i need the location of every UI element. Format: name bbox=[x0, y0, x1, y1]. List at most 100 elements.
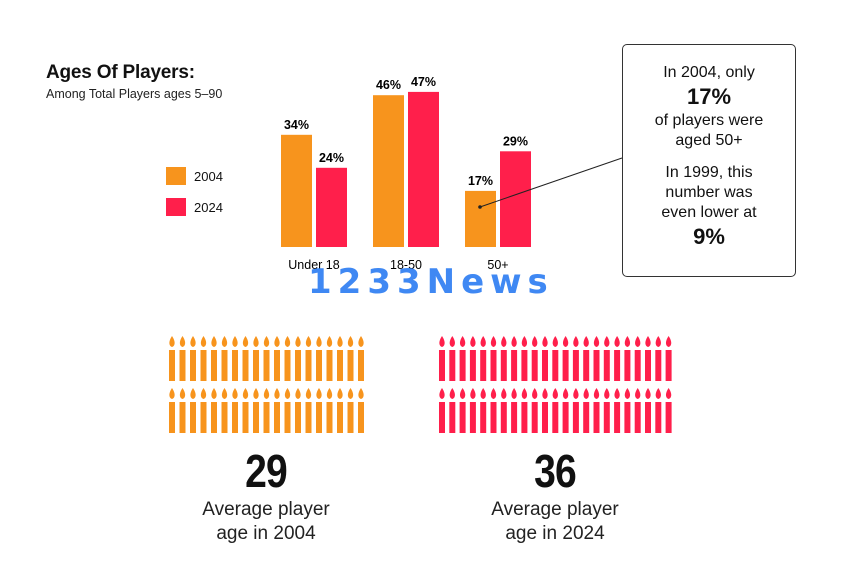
average-age-2004-label: Average player age in 2004 bbox=[156, 498, 376, 546]
average-label-line: Average player bbox=[202, 499, 330, 520]
bar-value-label: 47% bbox=[411, 75, 436, 89]
candle-icon bbox=[459, 336, 466, 381]
category-label: Under 18 bbox=[288, 258, 339, 272]
candle-icon bbox=[326, 336, 333, 381]
candle-icon bbox=[531, 336, 538, 381]
bar-2024-1 bbox=[408, 91, 439, 248]
candle-icon bbox=[337, 336, 343, 381]
average-label-line: age in 2004 bbox=[216, 523, 316, 544]
candle-icon bbox=[531, 388, 538, 433]
candle-icon bbox=[469, 388, 476, 433]
average-age-2004-value: 29 bbox=[245, 445, 288, 497]
bar-2004-0 bbox=[281, 134, 312, 247]
candle-icon bbox=[253, 388, 259, 433]
candle-icon bbox=[645, 388, 651, 433]
candle-icon bbox=[603, 336, 610, 381]
bar-value-label: 24% bbox=[319, 151, 344, 165]
candle-icon bbox=[655, 388, 662, 433]
candle-icon bbox=[542, 336, 548, 381]
bar-2024-2 bbox=[500, 151, 531, 247]
candle-icon bbox=[179, 388, 186, 433]
candle-icon bbox=[274, 336, 280, 381]
candle-icon bbox=[562, 336, 569, 381]
candle-icon bbox=[305, 336, 312, 381]
candle-icon bbox=[284, 336, 291, 381]
callout-line: aged 50+ bbox=[675, 132, 743, 149]
watermark: 1233News bbox=[308, 262, 554, 302]
callout-dot bbox=[478, 205, 482, 209]
average-age-2024-label: Average player age in 2024 bbox=[445, 498, 665, 546]
candle-icon bbox=[221, 388, 228, 433]
candle-icon bbox=[593, 336, 600, 381]
candle-icon bbox=[295, 336, 301, 381]
candle-icon bbox=[614, 336, 621, 381]
callout-highlight: 17% bbox=[686, 84, 732, 109]
bar-2024-0 bbox=[316, 167, 347, 247]
candle-icon bbox=[542, 388, 548, 433]
candle-icon bbox=[500, 336, 507, 381]
candle-icon bbox=[326, 388, 333, 433]
candle-icon bbox=[480, 336, 487, 381]
candle-icon bbox=[263, 336, 270, 381]
candle-icon bbox=[190, 336, 196, 381]
candle-icon bbox=[347, 336, 354, 381]
candle-icon bbox=[480, 388, 487, 433]
candle-icon bbox=[242, 388, 249, 433]
candle-icon bbox=[358, 336, 364, 381]
candles-2004-icon bbox=[169, 336, 364, 433]
chart-title: Ages Of Players: bbox=[46, 62, 195, 83]
candle-icon bbox=[200, 336, 207, 381]
callout-line: of players were bbox=[654, 112, 764, 129]
candle-icon bbox=[179, 336, 186, 381]
bar-value-label: 46% bbox=[376, 78, 401, 92]
candle-icon bbox=[634, 336, 641, 381]
average-age-2024-value: 36 bbox=[534, 445, 577, 497]
candle-icon bbox=[593, 388, 600, 433]
callout-line: even lower at bbox=[661, 204, 757, 221]
legend-label-2004: 2004 bbox=[194, 168, 223, 184]
candle-icon bbox=[253, 336, 259, 381]
candle-icon bbox=[316, 336, 322, 381]
bar-chart: 34% 46% 17% 24% 47% 29% Under 18 18-50 50+ bbox=[281, 75, 623, 272]
candle-icon bbox=[521, 336, 528, 381]
candle-icon bbox=[200, 388, 207, 433]
legend-label-2024: 2024 bbox=[194, 199, 223, 215]
candle-icon bbox=[562, 388, 569, 433]
category-label: 18-50 bbox=[390, 258, 422, 272]
legend-item-2024: 2024 bbox=[166, 198, 223, 216]
candle-icon bbox=[490, 336, 497, 381]
bar-value-label: 34% bbox=[284, 118, 309, 132]
candle-icon bbox=[469, 336, 476, 381]
candle-icon bbox=[439, 388, 445, 433]
chart-subtitle: Among Total Players ages 5–90 bbox=[46, 87, 223, 101]
average-label-line: Average player bbox=[491, 499, 619, 520]
callout-line: In 2004, only bbox=[663, 64, 755, 81]
candle-icon bbox=[211, 388, 217, 433]
candle-icon bbox=[449, 336, 456, 381]
legend-swatch-2024 bbox=[166, 198, 186, 216]
candle-icon bbox=[665, 336, 672, 381]
callout-highlight: 9% bbox=[693, 224, 725, 249]
candle-icon bbox=[449, 388, 456, 433]
candle-icon bbox=[645, 336, 651, 381]
candle-icon bbox=[358, 388, 364, 433]
candle-icon bbox=[552, 388, 559, 433]
candle-icon bbox=[232, 336, 238, 381]
candle-icon bbox=[169, 336, 175, 381]
candle-icon bbox=[459, 388, 466, 433]
candle-icon bbox=[221, 336, 228, 381]
candle-icon bbox=[295, 388, 301, 433]
callout-box: In 2004, only 17% of players were aged 5… bbox=[622, 44, 796, 277]
candle-icon bbox=[242, 336, 249, 381]
candle-icon bbox=[316, 388, 322, 433]
candle-icon bbox=[624, 388, 631, 433]
candle-icon bbox=[347, 388, 354, 433]
candle-icon bbox=[583, 388, 590, 433]
candle-icon bbox=[211, 336, 217, 381]
callout-line: number was bbox=[665, 184, 753, 201]
callout-line: In 1999, this bbox=[665, 164, 753, 181]
candle-icon bbox=[305, 388, 312, 433]
candle-icon bbox=[655, 336, 662, 381]
candle-icon bbox=[521, 388, 528, 433]
bar-value-label: 17% bbox=[468, 174, 493, 188]
